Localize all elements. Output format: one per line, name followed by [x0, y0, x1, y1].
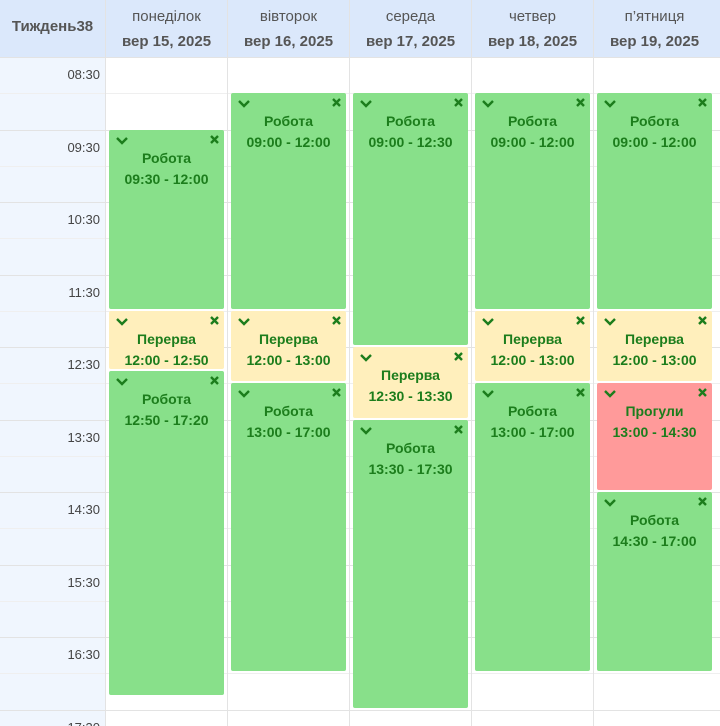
- week-label: Тиждень38: [11, 18, 94, 35]
- event-time: 12:50 - 17:20: [124, 412, 209, 429]
- day-divider: [471, 0, 472, 726]
- header-bar: [0, 0, 720, 57]
- day-name: вівторок: [259, 8, 318, 25]
- event-time: 09:00 - 12:00: [490, 134, 575, 151]
- day-divider: [349, 0, 350, 726]
- event[interactable]: Перерва 12:00 - 13:00: [475, 310, 590, 382]
- day-date: вер 15, 2025: [121, 33, 212, 50]
- event[interactable]: Робота 09:00 - 12:00: [597, 93, 712, 309]
- day-date: вер 18, 2025: [487, 33, 578, 50]
- event-title: Робота: [507, 403, 558, 420]
- time-label: 12:30: [67, 357, 100, 372]
- event-time: 13:00 - 17:00: [490, 424, 575, 441]
- event-time: 12:00 - 12:50: [124, 351, 209, 368]
- day-date: вер 16, 2025: [243, 33, 334, 50]
- event[interactable]: Робота 13:00 - 17:00: [475, 383, 590, 672]
- event-title: Робота: [141, 391, 192, 408]
- event-title: Перерва: [137, 330, 196, 347]
- time-label: 08:30: [67, 67, 100, 82]
- event[interactable]: Робота 12:50 - 17:20: [109, 371, 224, 696]
- time-label: 15:30: [67, 574, 100, 590]
- event-time: 12:30 - 13:30: [368, 388, 453, 404]
- event-title: Робота: [141, 149, 192, 166]
- day-date: вер 19, 2025: [609, 33, 700, 50]
- time-label: 13:30: [67, 429, 100, 445]
- day-date: вер 17, 2025: [365, 33, 456, 50]
- day-divider: [593, 0, 594, 726]
- day-divider: [227, 0, 228, 726]
- time-label: 10:30: [67, 212, 100, 227]
- event[interactable]: Робота 09:00 - 12:00: [475, 93, 590, 309]
- event-title: Робота: [263, 113, 314, 130]
- event-title: Робота: [263, 403, 314, 420]
- time-label: 11:30: [68, 284, 100, 300]
- event-time: 12:00 - 13:00: [490, 351, 575, 368]
- event[interactable]: Перерва 12:00 - 12:50: [109, 310, 224, 370]
- event[interactable]: Перерва 12:30 - 13:30: [353, 347, 468, 418]
- event-title: Робота: [629, 113, 680, 130]
- time-label: 14:30: [67, 502, 100, 517]
- event-title: Прогули: [625, 403, 684, 420]
- event-title: Перерва: [503, 330, 562, 347]
- day-name: середа: [385, 8, 436, 25]
- event-time: 14:30 - 17:00: [612, 533, 697, 549]
- event-title: Перерва: [381, 367, 440, 383]
- event-time: 12:00 - 13:00: [612, 351, 697, 368]
- event-title: Робота: [385, 113, 436, 130]
- event-time: 13:00 - 17:00: [246, 424, 331, 441]
- event[interactable]: Робота 14:30 - 17:00: [597, 492, 712, 672]
- event-title: Робота: [629, 512, 680, 528]
- event-time: 13:30 - 17:30: [368, 460, 453, 477]
- event-title: Перерва: [259, 330, 318, 347]
- event[interactable]: Робота 13:30 - 17:30: [353, 419, 468, 708]
- event-time: 09:00 - 12:30: [368, 134, 453, 151]
- grid-line: [0, 57, 720, 58]
- event-time: 12:00 - 13:00: [246, 351, 331, 368]
- event[interactable]: Робота 13:00 - 17:00: [231, 383, 346, 672]
- event[interactable]: Робота 09:00 - 12:00: [231, 93, 346, 309]
- event[interactable]: Перерва 12:00 - 13:00: [231, 310, 346, 382]
- time-label: 09:30: [67, 139, 100, 155]
- event[interactable]: Робота 09:00 - 12:30: [353, 93, 468, 345]
- event-title: Робота: [385, 439, 436, 456]
- event-time: 09:00 - 12:00: [246, 134, 331, 151]
- event-time: 09:00 - 12:00: [612, 134, 697, 151]
- day-name: понеділок: [132, 8, 201, 25]
- time-label: 17:30: [0, 720, 100, 726]
- time-label: 16:30: [67, 647, 100, 662]
- day-name: п’ятниця: [624, 8, 685, 25]
- day-divider: [105, 0, 106, 726]
- event[interactable]: Робота 09:30 - 12:00: [109, 129, 224, 309]
- event-title: Робота: [507, 113, 558, 130]
- event-time: 09:30 - 12:00: [124, 170, 209, 187]
- day-name: четвер: [508, 8, 556, 25]
- grid-line: [0, 709, 720, 711]
- event-time: 13:00 - 14:30: [612, 424, 697, 441]
- event[interactable]: Перерва 12:00 - 13:00: [597, 310, 712, 382]
- time-column: [0, 57, 106, 726]
- event-title: Перерва: [625, 330, 684, 347]
- event[interactable]: Прогули 13:00 - 14:30: [597, 383, 712, 490]
